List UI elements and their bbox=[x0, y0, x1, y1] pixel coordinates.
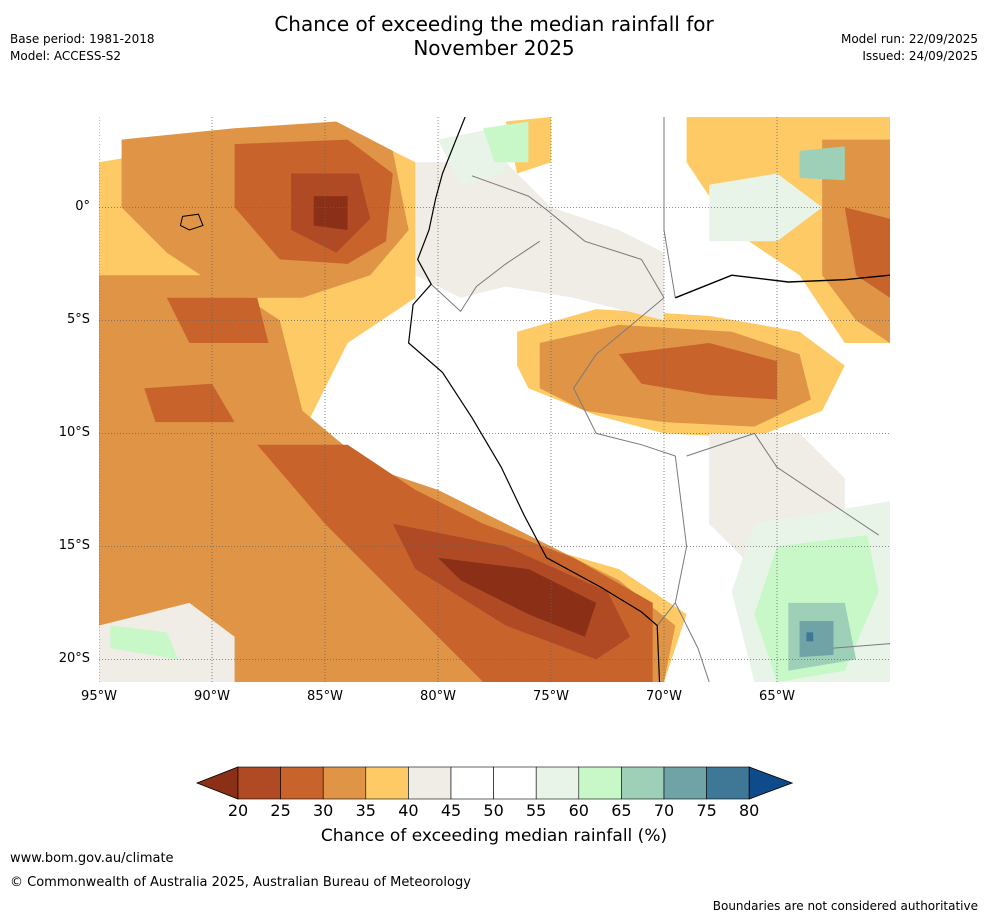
probability-region bbox=[806, 632, 814, 642]
probability-region bbox=[618, 343, 777, 400]
footer-copyright: © Commonwealth of Australia 2025, Austra… bbox=[10, 875, 471, 890]
latitude-tick-label: 20°S bbox=[58, 651, 90, 667]
colorbar-under-arrow bbox=[195, 766, 239, 800]
probability-region bbox=[483, 121, 529, 163]
longitude-tick-label: 90°W bbox=[194, 689, 230, 704]
galapagos-islands bbox=[179, 213, 204, 231]
probability-region bbox=[799, 146, 845, 181]
colorbar-segment bbox=[365, 766, 409, 800]
probability-region bbox=[110, 625, 179, 660]
issued-label: Issued: 24/09/2025 bbox=[862, 49, 978, 63]
country-border bbox=[573, 297, 688, 626]
colorbar-segment bbox=[621, 766, 665, 800]
country-border bbox=[663, 117, 676, 298]
colorbar-segment bbox=[450, 766, 494, 800]
model-run-label: Model run: 22/09/2025 bbox=[840, 32, 978, 46]
longitude-tick-label: 85°W bbox=[307, 689, 343, 704]
country-border bbox=[430, 240, 540, 313]
colorbar-tick-label: 75 bbox=[696, 801, 717, 820]
country-border bbox=[674, 602, 710, 683]
colorbar-segment bbox=[237, 766, 281, 800]
colorbar-segment bbox=[578, 766, 622, 800]
colorbar-tick-label: 20 bbox=[227, 801, 249, 820]
colorbar-title: Chance of exceeding median rainfall (%) bbox=[320, 826, 668, 846]
colorbar-tick-label: 35 bbox=[355, 801, 376, 820]
colorbar-tick-label: 80 bbox=[739, 801, 760, 820]
colorbar-tick-label: 70 bbox=[653, 801, 675, 820]
probability-region bbox=[166, 297, 269, 343]
colorbar-tick-label: 40 bbox=[398, 801, 419, 820]
longitude-tick-label: 95°W bbox=[81, 689, 117, 704]
colorbar-segment bbox=[322, 766, 367, 800]
probability-region bbox=[844, 207, 890, 298]
base-period-label: Base period: 1981-2018 bbox=[10, 32, 155, 46]
coastline-path bbox=[407, 116, 661, 683]
probability-region bbox=[799, 621, 834, 658]
latitude-tick-label: 15°S bbox=[58, 538, 90, 554]
longitude-tick-label: 70°W bbox=[646, 689, 682, 704]
longitude-tick-label: 80°W bbox=[420, 689, 456, 704]
footer-url: www.bom.gov.au/climate bbox=[10, 851, 174, 866]
meta-right: Model run: 22/09/2025 Issued: 24/09/2025 bbox=[841, 31, 978, 65]
country-border bbox=[686, 432, 879, 536]
colorbar-tick-label: 65 bbox=[611, 801, 632, 820]
probability-region bbox=[438, 557, 597, 637]
probability-region bbox=[415, 162, 664, 321]
probability-region bbox=[313, 196, 348, 230]
colorbar-tick-label: 50 bbox=[483, 801, 504, 820]
meta-left: Base period: 1981-2018 Model: ACCESS-S2 bbox=[10, 31, 155, 65]
colorbar-segment bbox=[408, 766, 452, 800]
colorbar-segment bbox=[280, 766, 324, 800]
rainfall-map bbox=[98, 116, 891, 683]
coastline bbox=[179, 116, 891, 683]
map-title: Chance of exceeding the median rainfall … bbox=[274, 12, 714, 60]
colorbar-over-arrow bbox=[748, 766, 794, 800]
footer-disclaimer: Boundaries are not considered authoritat… bbox=[712, 899, 978, 913]
model-label: Model: ACCESS-S2 bbox=[10, 49, 122, 63]
latitude-tick-label: 10°S bbox=[58, 425, 90, 441]
colorbar bbox=[195, 766, 794, 800]
colorbar-segment bbox=[493, 766, 537, 800]
amazon-river bbox=[675, 274, 891, 299]
colorbar-segment bbox=[535, 766, 580, 800]
longitude-tick-label: 65°W bbox=[759, 689, 795, 704]
colorbar-segment bbox=[706, 766, 750, 800]
country-borders bbox=[430, 117, 891, 683]
colorbar-tick-label: 60 bbox=[568, 801, 589, 820]
country-border bbox=[471, 175, 665, 299]
longitude-tick-label: 75°W bbox=[533, 689, 569, 704]
map-canvas bbox=[98, 116, 891, 683]
colorbar-segment bbox=[663, 766, 707, 800]
latitude-tick-label: 0° bbox=[75, 199, 90, 215]
colorbar-tick-label: 55 bbox=[526, 801, 547, 820]
country-border bbox=[833, 643, 891, 649]
colorbar-tick-label: 45 bbox=[440, 801, 462, 820]
colorbar-tick-label: 25 bbox=[270, 801, 291, 820]
colorbar-tick-label: 30 bbox=[313, 801, 334, 820]
gridlines bbox=[98, 117, 890, 682]
latitude-tick-label: 5°S bbox=[66, 312, 90, 328]
